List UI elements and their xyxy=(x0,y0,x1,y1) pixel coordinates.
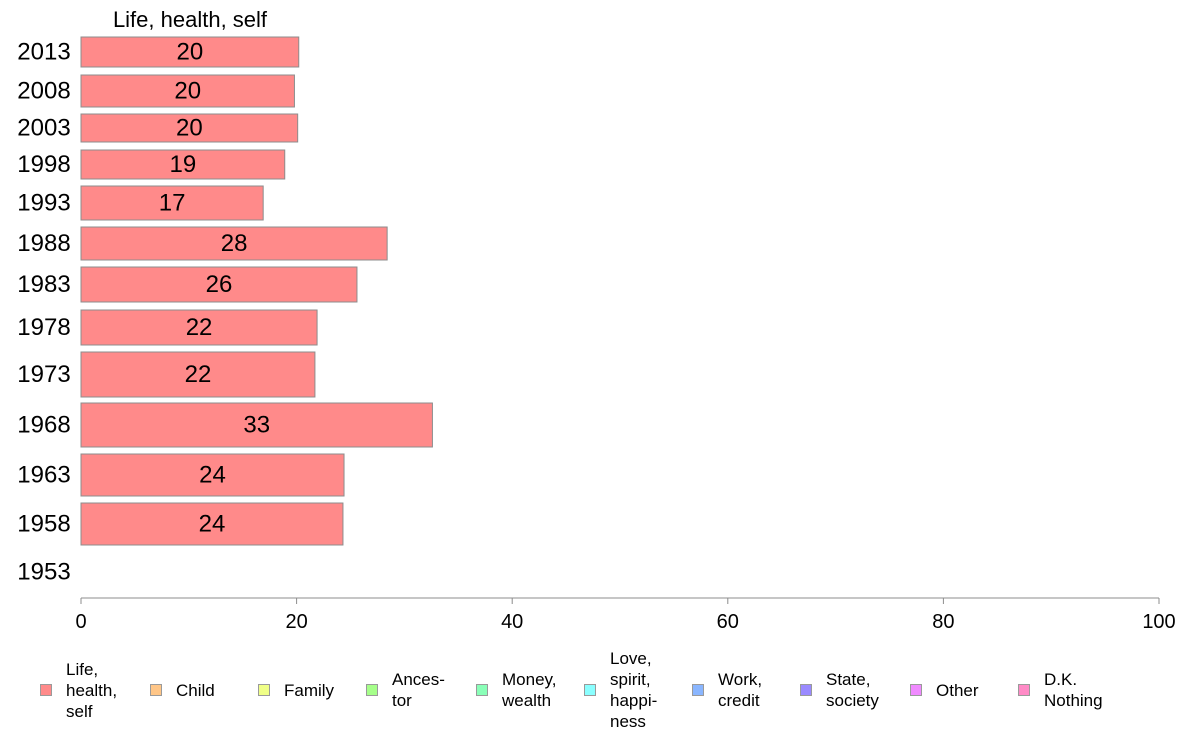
category-label: 1998 xyxy=(17,151,70,178)
category-label: 1988 xyxy=(17,230,70,257)
legend-label: Life, health, self xyxy=(66,659,118,721)
data-label: 17 xyxy=(159,190,186,217)
data-label: 26 xyxy=(206,271,233,298)
legend-item: D.K. Nothing xyxy=(1018,644,1103,736)
category-label: 2013 xyxy=(17,39,70,66)
legend-item: Ances- tor xyxy=(366,644,445,736)
data-label: 22 xyxy=(185,361,212,388)
legend-swatch xyxy=(150,684,162,696)
bar-chart: Life, health, self 2013 20 2008 20 2003 20 199… xyxy=(17,7,1175,633)
legend-label: Work, credit xyxy=(718,670,763,710)
legend-item: Life, health, self xyxy=(40,644,117,736)
legend-item: State, society xyxy=(800,644,879,736)
data-label: 20 xyxy=(176,115,203,142)
legend-label: Family xyxy=(284,680,335,700)
legend-label: Other xyxy=(936,680,979,700)
category-label: 2003 xyxy=(17,115,70,142)
legend: Life, health, self Child Family Ances- tor M… xyxy=(0,644,1188,736)
category-label: 1993 xyxy=(17,190,70,217)
category-label: 1983 xyxy=(17,271,70,298)
legend-item: Work, credit xyxy=(692,644,762,736)
legend-label: Child xyxy=(176,680,215,700)
data-label: 24 xyxy=(199,462,226,489)
category-label: 1958 xyxy=(17,511,70,538)
category-label: 1973 xyxy=(17,361,70,388)
bar xyxy=(80,351,316,398)
legend-item: Child xyxy=(150,644,215,736)
x-tick-label: 100 xyxy=(1142,611,1175,633)
legend-swatch xyxy=(476,684,488,696)
bar xyxy=(80,453,345,497)
legend-swatch xyxy=(910,684,922,696)
data-label: 19 xyxy=(170,151,197,178)
bar xyxy=(80,185,264,221)
x-tick-label: 20 xyxy=(285,611,307,633)
x-tick-label: 60 xyxy=(717,611,739,633)
category-label: 1953 xyxy=(17,559,70,586)
category-label: 1978 xyxy=(17,314,70,341)
legend-label: D.K. Nothing xyxy=(1044,670,1103,710)
bar xyxy=(80,309,318,346)
data-label: 22 xyxy=(186,314,213,341)
data-label: 24 xyxy=(199,511,226,538)
legend-swatch xyxy=(692,684,704,696)
legend-swatch xyxy=(258,684,270,696)
bar xyxy=(80,226,388,261)
category-label: 1968 xyxy=(17,412,70,439)
legend-item: Family xyxy=(258,644,334,736)
legend-label: Money, wealth xyxy=(502,670,557,710)
legend-swatch xyxy=(366,684,378,696)
legend-swatch xyxy=(584,684,596,696)
x-tick-label: 0 xyxy=(75,611,86,633)
data-label: 20 xyxy=(174,78,201,105)
legend-swatch xyxy=(1018,684,1030,696)
data-label: 33 xyxy=(243,412,270,439)
legend-label: State, society xyxy=(826,670,879,710)
legend-label: Love, spirit, happi- ness xyxy=(610,649,658,731)
bar xyxy=(80,74,295,108)
bar xyxy=(80,402,433,448)
legend-label: Ances- tor xyxy=(392,670,445,710)
legend-item: Other xyxy=(910,644,979,736)
chart-title: Life, health, self xyxy=(113,7,268,32)
bar xyxy=(80,36,300,68)
data-label: 20 xyxy=(177,39,204,66)
bar xyxy=(80,113,299,143)
x-tick-label: 80 xyxy=(932,611,954,633)
category-label: 1963 xyxy=(17,462,70,489)
category-label: 2008 xyxy=(17,78,70,105)
legend-swatch xyxy=(40,684,52,696)
legend-swatch xyxy=(800,684,812,696)
data-label: 28 xyxy=(221,230,248,257)
x-tick-label: 40 xyxy=(501,611,523,633)
bar xyxy=(80,502,344,546)
legend-item: Love, spirit, happi- ness xyxy=(584,644,657,736)
bar xyxy=(80,149,286,180)
bar xyxy=(80,266,358,303)
legend-item: Money, wealth xyxy=(476,644,557,736)
